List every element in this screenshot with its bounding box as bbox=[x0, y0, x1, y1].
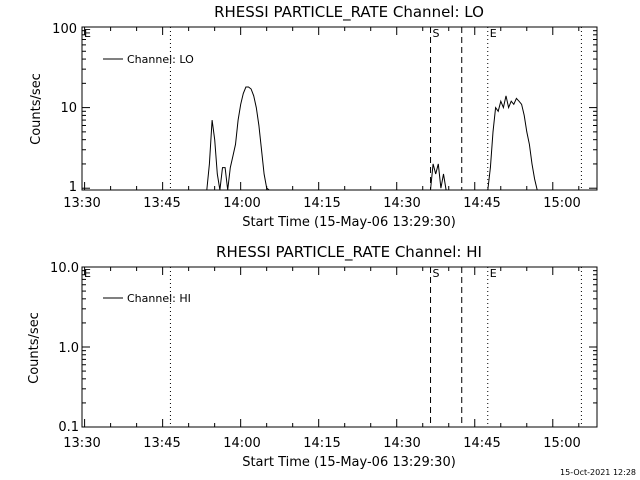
panel-lo-series bbox=[206, 86, 538, 191]
plot-frame bbox=[81, 26, 598, 191]
panel-lo: RHESSI PARTICLE_RATE Channel: LO Counts/… bbox=[29, 3, 598, 230]
marker-label: E bbox=[490, 27, 497, 40]
marker-label: E bbox=[490, 267, 497, 280]
panel-hi-legend-label: Channel: HI bbox=[127, 292, 191, 305]
panel-lo-y-tick-label: 1 bbox=[69, 180, 77, 195]
panel-hi-y-tick-label: 1.0 bbox=[58, 341, 79, 356]
panel-lo-legend-label: Channel: LO bbox=[127, 53, 194, 66]
marker-label: S bbox=[433, 27, 440, 40]
panel-hi-legend: Channel: HI bbox=[103, 292, 191, 305]
panel-lo-frame bbox=[81, 26, 598, 191]
panel-hi-frame bbox=[81, 266, 598, 428]
panel-hi-xlabel: Start Time (15-May-06 13:29:30) bbox=[242, 455, 456, 470]
panel-hi-x-tick-labels: 13:30 13:45 14:00 14:15 14:30 14:45 15:0… bbox=[63, 436, 580, 451]
panel-lo-legend: Channel: LO bbox=[103, 53, 194, 66]
panel-lo-x-tick-labels: 13:30 13:45 14:00 14:15 14:30 14:45 15:0… bbox=[63, 196, 580, 211]
series-line bbox=[487, 95, 538, 191]
panel-lo-y-tick-label: 100 bbox=[52, 22, 77, 37]
panel-hi-x-tick-label: 13:45 bbox=[143, 436, 180, 451]
marker-label: S bbox=[433, 267, 440, 280]
panel-hi-title: RHESSI PARTICLE_RATE Channel: HI bbox=[216, 243, 482, 262]
panel-hi: RHESSI PARTICLE_RATE Channel: HI Counts/… bbox=[27, 243, 598, 470]
marker-label: E bbox=[84, 267, 91, 280]
panel-lo-x-tick-label: 14:30 bbox=[383, 196, 420, 211]
panel-hi-x-tick-label: 15:00 bbox=[543, 436, 580, 451]
panel-lo-x-tick-label: 15:00 bbox=[543, 196, 580, 211]
marker-label: E bbox=[84, 27, 91, 40]
panel-hi-x-tick-label: 14:15 bbox=[303, 436, 340, 451]
panel-lo-x-tick-label: 14:00 bbox=[223, 196, 260, 211]
footer-timestamp: 15-Oct-2021 12:28 bbox=[560, 468, 636, 477]
plot-frame bbox=[81, 266, 598, 428]
panel-lo-y-tick-labels: 1 10 100 bbox=[52, 22, 77, 195]
panel-lo-x-tick-label: 14:45 bbox=[463, 196, 500, 211]
series-line bbox=[430, 163, 447, 191]
panel-hi-x-tick-label: 14:30 bbox=[383, 436, 420, 451]
panel-hi-x-tick-label: 14:45 bbox=[463, 436, 500, 451]
panel-lo-x-tick-label: 13:45 bbox=[143, 196, 180, 211]
panel-hi-x-tick-label: 13:30 bbox=[63, 436, 100, 451]
panel-lo-title: RHESSI PARTICLE_RATE Channel: LO bbox=[214, 3, 484, 22]
series-line bbox=[206, 86, 270, 191]
panel-lo-y-tick-label: 10 bbox=[60, 101, 77, 116]
panel-hi-ylabel: Counts/sec bbox=[27, 312, 42, 384]
panel-hi-x-tick-label: 14:00 bbox=[223, 436, 260, 451]
panel-hi-y-tick-label: 10.0 bbox=[50, 261, 79, 276]
panel-hi-y-tick-labels: 0.1 1.0 10.0 bbox=[50, 261, 79, 435]
panel-lo-x-tick-label: 14:15 bbox=[303, 196, 340, 211]
panel-hi-y-tick-label: 0.1 bbox=[58, 420, 79, 435]
panel-lo-ylabel: Counts/sec bbox=[29, 73, 44, 145]
panel-lo-x-tick-label: 13:30 bbox=[63, 196, 100, 211]
panel-lo-xlabel: Start Time (15-May-06 13:29:30) bbox=[242, 215, 456, 230]
